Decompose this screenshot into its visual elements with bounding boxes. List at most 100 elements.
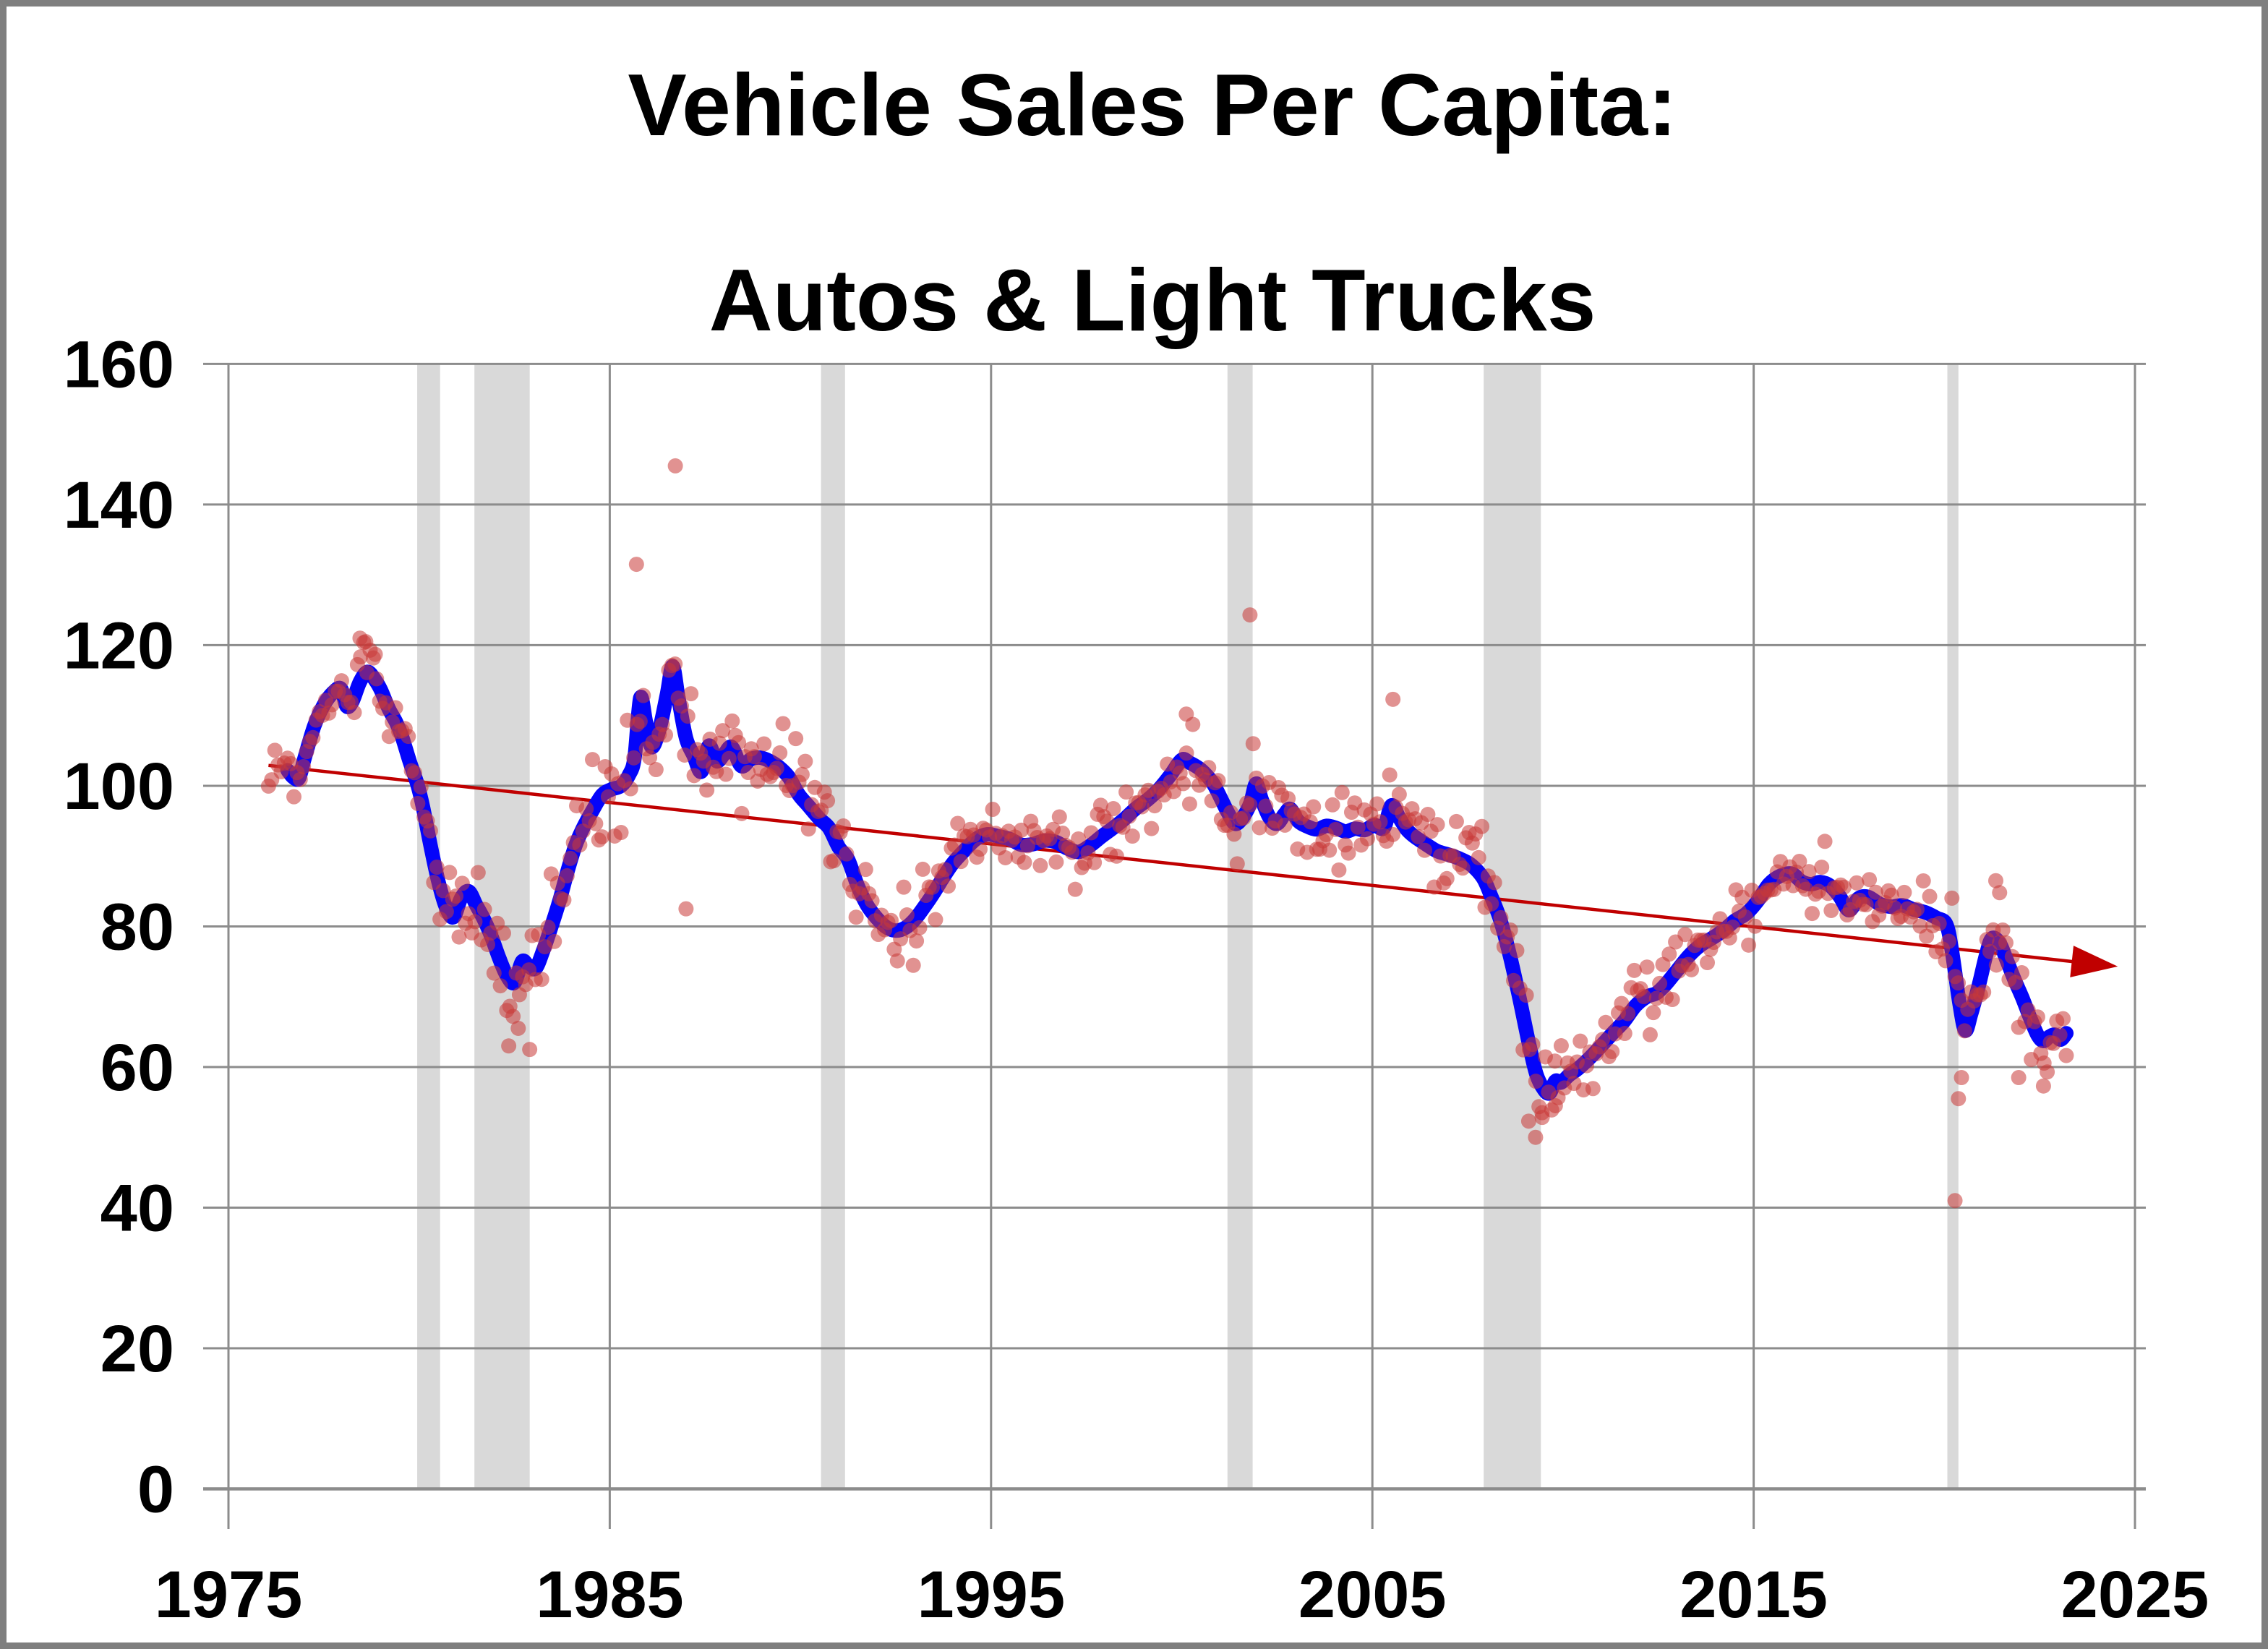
data-dot	[1471, 849, 1486, 865]
x-tick-label: 1995	[917, 1558, 1065, 1632]
data-dot	[800, 821, 816, 837]
data-dot	[1350, 819, 1366, 835]
data-dot	[454, 875, 470, 891]
data-dot	[1661, 946, 1677, 962]
data-dot	[680, 708, 696, 724]
data-dot	[1664, 992, 1680, 1008]
data-dot	[2035, 1078, 2051, 1094]
data-dot	[642, 750, 658, 766]
data-dot	[1334, 784, 1350, 800]
data-dot	[1951, 1091, 1967, 1107]
data-dot	[401, 729, 416, 745]
vehicle-sales-chart: Vehicle Sales Per Capita: Autos & Light …	[64, 56, 2209, 1632]
data-dot	[1956, 1023, 1972, 1039]
data-dot	[1055, 825, 1071, 841]
y-axis-tick-labels: 0 20 40 60 80 100 120 140 160	[64, 327, 175, 1526]
data-dot	[1944, 890, 1960, 906]
data-dot	[797, 753, 813, 769]
data-dot	[775, 716, 791, 732]
data-dot	[1883, 887, 1899, 903]
data-dot	[540, 920, 556, 935]
data-dot	[1201, 760, 1217, 776]
data-dot	[1579, 1058, 1595, 1074]
data-dot	[1331, 862, 1347, 878]
data-dot	[1493, 909, 1509, 925]
data-dot	[369, 671, 385, 687]
data-dot	[1598, 1014, 1614, 1030]
data-dot	[1987, 873, 2003, 888]
data-dot	[1071, 831, 1087, 847]
data-dot	[1836, 879, 1852, 895]
data-dot	[1439, 870, 1455, 886]
data-dot	[1121, 808, 1137, 824]
data-dot	[1486, 875, 1502, 891]
data-dot	[1280, 791, 1296, 807]
data-dot	[267, 742, 283, 758]
data-dot	[1083, 825, 1099, 841]
data-dot	[1302, 814, 1318, 830]
data-dot	[451, 929, 467, 945]
data-dot	[467, 914, 483, 930]
data-dot	[1553, 1038, 1569, 1054]
data-dot	[358, 634, 374, 650]
data-dot	[820, 793, 836, 809]
data-dot	[413, 779, 429, 795]
data-dot	[788, 731, 804, 747]
data-dot	[470, 865, 486, 881]
data-dot	[438, 904, 454, 920]
data-dot	[1391, 787, 1407, 802]
y-tick-label: 60	[100, 1031, 174, 1105]
data-dot	[2004, 948, 2020, 964]
data-dot	[937, 862, 953, 878]
data-dot	[492, 978, 508, 994]
data-dot	[636, 688, 651, 703]
data-dot	[946, 837, 962, 853]
data-dot	[1144, 821, 1160, 836]
data-dot	[1092, 797, 1108, 813]
data-dot	[1251, 820, 1267, 836]
data-dot	[588, 815, 604, 831]
data-dot	[1369, 796, 1385, 812]
data-dot	[1951, 975, 1967, 991]
data-dot	[1204, 793, 1220, 809]
data-dot	[324, 697, 340, 713]
data-dot	[1051, 809, 1067, 825]
x-tick-label: 1975	[155, 1558, 303, 1632]
data-dot	[1340, 845, 1356, 861]
data-dot	[584, 752, 600, 768]
trend-arrowhead	[2070, 946, 2118, 977]
data-dot	[562, 850, 578, 866]
data-dot	[1210, 773, 1226, 789]
data-dot	[905, 957, 921, 973]
data-dot	[534, 972, 549, 988]
data-dot	[985, 801, 1001, 817]
x-tick-label: 1985	[536, 1558, 684, 1632]
data-dot	[292, 771, 308, 787]
data-dot	[648, 762, 664, 778]
y-tick-label: 0	[137, 1453, 174, 1527]
y-tick-label: 140	[64, 468, 175, 542]
data-dot	[1147, 798, 1163, 814]
data-dot	[1639, 959, 1655, 975]
data-dot	[1178, 745, 1194, 761]
data-dot	[1572, 1033, 1588, 1049]
data-dot	[1226, 826, 1242, 842]
data-dot	[658, 727, 674, 743]
data-dot	[925, 879, 941, 895]
data-dot	[1817, 834, 1833, 849]
y-tick-label: 80	[100, 890, 174, 964]
data-dot	[1448, 813, 1464, 829]
data-dot	[2058, 1048, 2074, 1063]
data-dot	[1328, 821, 1344, 837]
data-dot	[1124, 828, 1140, 844]
data-dot	[864, 893, 880, 909]
data-dot	[731, 734, 747, 750]
x-tick-label: 2005	[1298, 1558, 1447, 1632]
data-dot	[724, 713, 740, 729]
data-dot	[889, 953, 905, 969]
data-dot	[1014, 822, 1030, 838]
data-dot	[772, 745, 788, 761]
data-dot	[2040, 1064, 2055, 1080]
data-dot	[1595, 1032, 1611, 1048]
data-dot	[857, 862, 873, 878]
